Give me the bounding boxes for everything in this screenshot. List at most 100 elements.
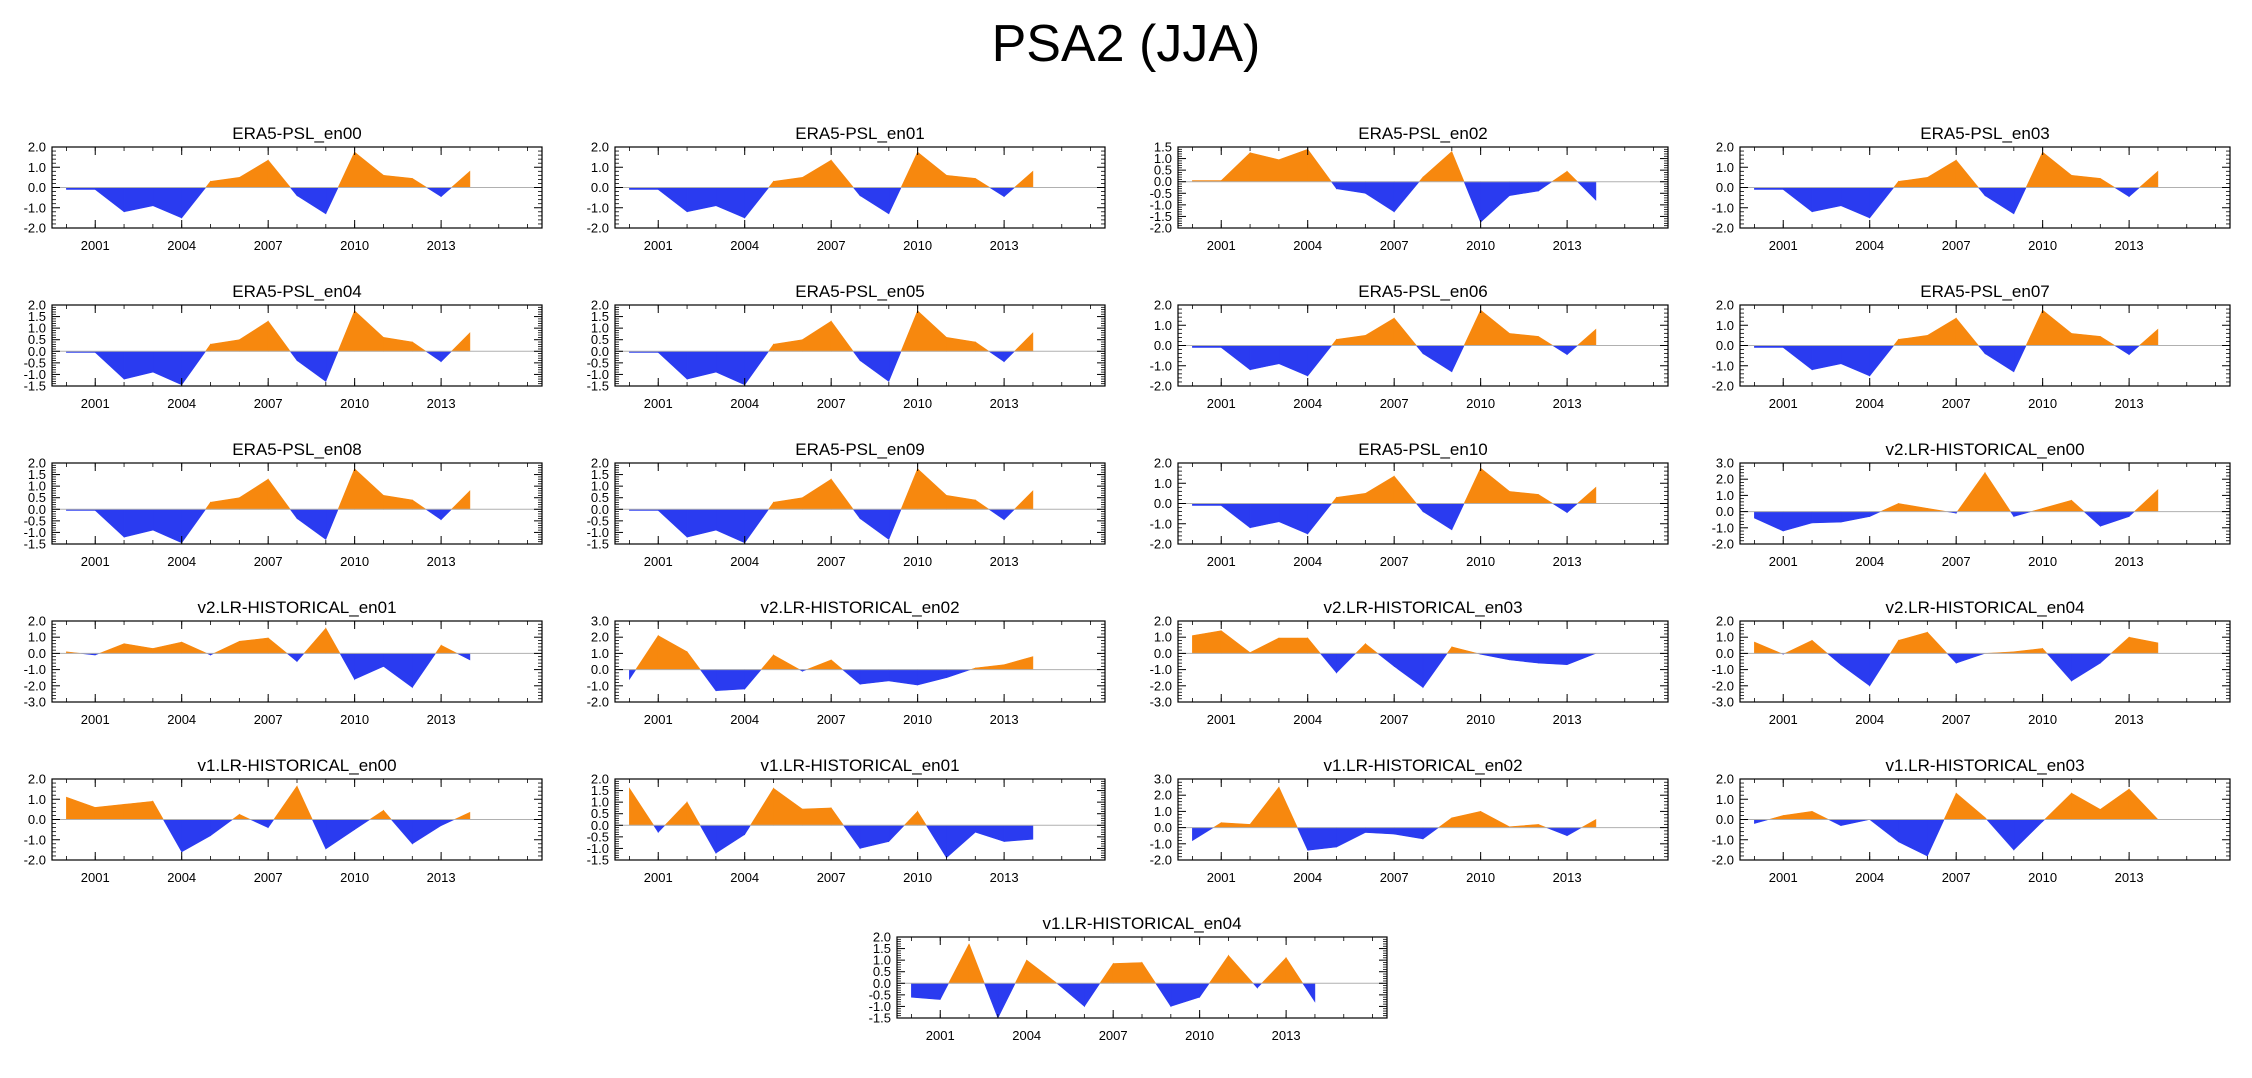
y-tick-label: 2.0 xyxy=(28,140,46,155)
y-tick-label: 2.0 xyxy=(591,456,609,471)
panel: ERA5-PSL_en00 2.0 1.0 0.0 -1.0 -2.0 2001 2004 20… xyxy=(24,124,543,253)
x-tick-label: 2013 xyxy=(1553,238,1582,253)
positive-area xyxy=(1927,317,1957,346)
y-tick-label: -1.5 xyxy=(24,379,46,394)
x-tick-label: 2007 xyxy=(1942,238,1971,253)
x-tick-label: 2013 xyxy=(990,554,1019,569)
negative-area xyxy=(1869,345,1895,377)
negative-area xyxy=(888,508,902,540)
negative-area xyxy=(686,187,717,213)
x-tick-label: 2001 xyxy=(81,712,110,727)
positive-area xyxy=(337,310,355,352)
negative-area xyxy=(1811,345,1842,371)
panel-title: v2.LR-HISTORICAL_en02 xyxy=(760,598,959,617)
negative-area xyxy=(1451,345,1465,372)
positive-area xyxy=(1208,954,1229,984)
positive-area xyxy=(1365,643,1379,654)
x-tick-label: 2013 xyxy=(427,238,456,253)
negative-area xyxy=(657,824,666,833)
positive-area xyxy=(383,174,413,188)
x-tick-label: 2004 xyxy=(1012,1028,1041,1043)
y-tick-label: -1.0 xyxy=(1150,358,1172,373)
x-tick-label: 2004 xyxy=(1293,238,1322,253)
positive-area xyxy=(454,811,471,820)
positive-area xyxy=(1538,493,1554,504)
positive-area xyxy=(1014,959,1027,984)
positive-area xyxy=(1013,490,1034,510)
positive-area xyxy=(1782,811,1813,820)
positive-area xyxy=(450,332,471,352)
positive-area xyxy=(1509,333,1539,346)
negative-area xyxy=(1220,345,1251,371)
y-tick-label: 2.0 xyxy=(1716,140,1734,155)
positive-area xyxy=(1331,496,1337,504)
y-tick-label: 2.0 xyxy=(591,630,609,645)
y-tick-label: 0.0 xyxy=(1154,338,1172,353)
negative-area xyxy=(1869,653,1891,687)
negative-area xyxy=(1840,819,1870,826)
x-tick-label: 2013 xyxy=(427,554,456,569)
panel-title: v2.LR-HISTORICAL_en03 xyxy=(1323,598,1522,617)
x-tick-label: 2007 xyxy=(817,396,846,411)
negative-area xyxy=(1977,345,1986,355)
negative-area xyxy=(983,982,999,1019)
negative-area xyxy=(1307,345,1333,377)
x-tick-label: 2004 xyxy=(730,712,759,727)
x-tick-label: 2013 xyxy=(1553,396,1582,411)
positive-area xyxy=(974,177,991,188)
negative-area xyxy=(267,819,275,829)
positive-area xyxy=(2100,335,2116,346)
y-tick-label: -1.0 xyxy=(1150,197,1172,212)
positive-area xyxy=(1480,467,1510,504)
positive-area xyxy=(273,785,298,820)
positive-area xyxy=(2128,636,2159,654)
x-tick-label: 2013 xyxy=(1272,1028,1301,1043)
x-tick-label: 2013 xyxy=(427,712,456,727)
y-tick-label: -0.5 xyxy=(1150,186,1172,201)
x-tick-label: 2007 xyxy=(1942,396,1971,411)
positive-area xyxy=(2042,151,2072,188)
negative-area xyxy=(325,508,339,540)
panel: v2.LR-HISTORICAL_en00 3.02.01.00.0-1.0 -2.… xyxy=(1712,440,2231,569)
negative-area xyxy=(657,187,688,213)
x-tick-label: 2001 xyxy=(644,554,673,569)
positive-area xyxy=(773,787,803,826)
positive-area xyxy=(802,320,832,352)
y-tick-label: -0.5 xyxy=(587,355,609,370)
positive-area xyxy=(354,151,384,188)
negative-area xyxy=(1422,503,1453,531)
x-tick-label: 2001 xyxy=(81,238,110,253)
positive-area xyxy=(1480,810,1510,828)
negative-area xyxy=(94,508,125,538)
positive-area xyxy=(1192,630,1222,654)
x-tick-label: 2010 xyxy=(2028,712,2057,727)
panel-title: v2.LR-HISTORICAL_en04 xyxy=(1885,598,2084,617)
negative-area xyxy=(842,824,861,850)
positive-area xyxy=(1249,786,1280,828)
positive-area xyxy=(830,478,854,510)
negative-area xyxy=(1422,345,1453,373)
positive-area xyxy=(239,637,269,654)
positive-area xyxy=(1898,503,1928,512)
y-tick-label: -1.0 xyxy=(1150,662,1172,677)
positive-area xyxy=(1393,475,1418,504)
x-tick-label: 2013 xyxy=(1553,870,1582,885)
y-tick-label: -2.0 xyxy=(587,221,609,236)
positive-area xyxy=(1480,309,1510,346)
x-tick-label: 2010 xyxy=(903,554,932,569)
positive-area xyxy=(1278,148,1308,182)
negative-area xyxy=(1977,187,1986,197)
y-tick-label: -2.0 xyxy=(24,853,46,868)
negative-area xyxy=(2071,653,2101,682)
y-tick-label: 0.5 xyxy=(28,490,46,505)
positive-area xyxy=(1099,962,1114,984)
positive-area xyxy=(802,478,832,510)
negative-area xyxy=(1984,345,2015,373)
positive-area xyxy=(1811,810,1829,820)
x-tick-label: 2010 xyxy=(1185,1028,1214,1043)
negative-area xyxy=(744,669,762,690)
y-tick-label: 1.0 xyxy=(1716,488,1734,503)
positive-area xyxy=(635,634,659,670)
positive-area xyxy=(917,468,947,510)
x-tick-label: 2013 xyxy=(990,712,1019,727)
